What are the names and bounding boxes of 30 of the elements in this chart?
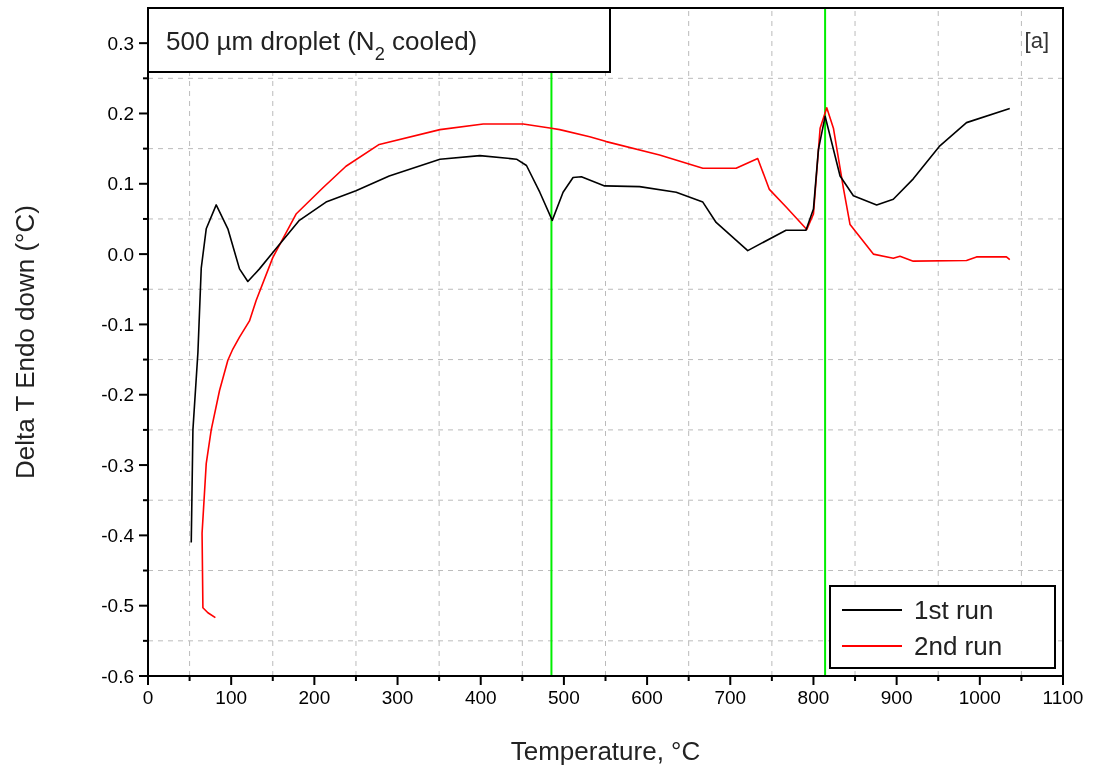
y-tick-label: 0.1	[107, 173, 134, 195]
x-tick-label: 300	[381, 687, 414, 708]
x-tick-label: 1100	[1042, 687, 1084, 708]
y-tick-label: 0.0	[107, 243, 134, 265]
x-tick-label: 800	[797, 687, 830, 708]
y-tick-label: -0.3	[101, 454, 134, 476]
x-tick-label: 100	[215, 687, 248, 708]
x-tick-label: 700	[714, 687, 747, 708]
line-series	[190, 107, 1011, 544]
annotation: [a]	[1024, 28, 1049, 53]
y-tick-label: -0.5	[101, 595, 134, 617]
y-axis-title: Delta T Endo down (°C)	[10, 205, 40, 479]
y-tick-label: -0.4	[101, 525, 135, 547]
x-tick-label: 200	[298, 687, 331, 708]
x-tick-label: 1000	[958, 687, 1001, 708]
x-tick-label: 400	[464, 687, 497, 708]
x-tick-label: 600	[631, 687, 663, 708]
legend-label: 2nd run	[914, 631, 1003, 662]
x-tick-label: 0	[142, 687, 154, 708]
y-tick-label: -0.6	[101, 665, 134, 687]
text: 500 µm droplet (N$_{2}$ cooled)	[166, 26, 478, 64]
y-tick-label: -0.1	[101, 314, 134, 336]
y-tick-label: -0.2	[101, 384, 134, 406]
x-tick-label: 900	[880, 687, 913, 708]
legend-label: 1st run	[914, 595, 994, 626]
y-tick-label: 0.2	[107, 103, 134, 125]
x-tick-label: 500	[548, 687, 580, 708]
y-tick-label: 0.3	[107, 32, 134, 54]
line-series	[201, 107, 1011, 619]
x-axis-title: Temperature, °C	[510, 736, 701, 766]
